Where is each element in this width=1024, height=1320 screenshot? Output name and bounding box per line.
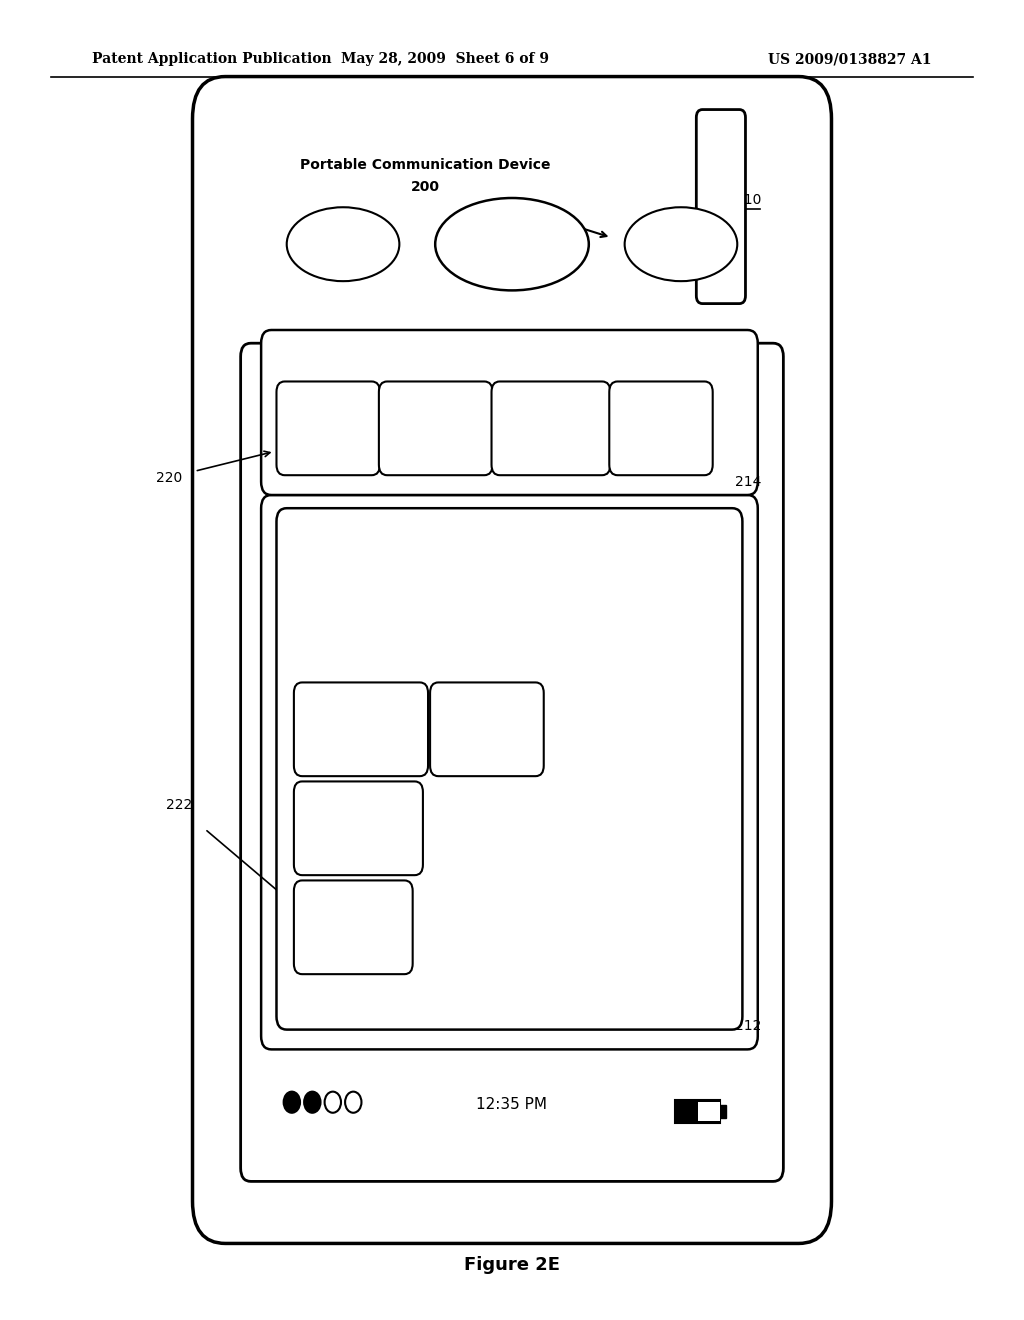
FancyBboxPatch shape [276,381,380,475]
Text: 12:35 PM: 12:35 PM [476,1097,548,1113]
Text: 214: 214 [735,475,762,490]
FancyBboxPatch shape [294,781,423,875]
Circle shape [325,1092,341,1113]
Text: 222: 222 [166,799,193,812]
Circle shape [345,1092,361,1113]
Text: hold: hold [667,238,695,251]
Bar [698,1102,720,1121]
Text: weather: weather [331,822,386,834]
Ellipse shape [287,207,399,281]
Text: clear: clear [327,238,359,251]
Text: 200: 200 [411,181,439,194]
FancyBboxPatch shape [193,77,831,1243]
FancyBboxPatch shape [261,330,758,495]
FancyBboxPatch shape [294,682,428,776]
Text: 240: 240 [500,251,524,264]
Text: schedule: schedule [331,723,391,735]
Text: address
book: address book [411,413,461,444]
FancyBboxPatch shape [430,682,544,776]
Text: game: game [643,422,679,434]
Bar [720,1105,726,1118]
Text: browser: browser [526,422,575,434]
FancyBboxPatch shape [276,508,742,1030]
Bar [675,1100,720,1123]
Text: US 2009/0138827 A1: US 2009/0138827 A1 [768,53,932,66]
FancyBboxPatch shape [609,381,713,475]
Circle shape [304,1092,321,1113]
FancyBboxPatch shape [294,880,413,974]
Text: May 28, 2009  Sheet 6 of 9: May 28, 2009 Sheet 6 of 9 [341,53,550,66]
Text: mail: mail [314,422,342,434]
Text: music: music [467,723,507,735]
Text: 210: 210 [735,193,762,207]
FancyBboxPatch shape [696,110,745,304]
Text: 212: 212 [735,1019,762,1034]
FancyBboxPatch shape [379,381,493,475]
Ellipse shape [625,207,737,281]
Text: 216: 216 [715,531,741,545]
Text: 220: 220 [156,471,182,484]
Ellipse shape [435,198,589,290]
Text: Portable Communication Device: Portable Communication Device [300,158,550,172]
FancyBboxPatch shape [261,495,758,1049]
Text: video: video [335,921,372,933]
Text: Figure 2E: Figure 2E [464,1255,560,1274]
Text: menu: menu [493,224,531,238]
Circle shape [284,1092,300,1113]
Text: Patent Application Publication: Patent Application Publication [92,53,332,66]
FancyBboxPatch shape [241,343,783,1181]
FancyBboxPatch shape [492,381,610,475]
